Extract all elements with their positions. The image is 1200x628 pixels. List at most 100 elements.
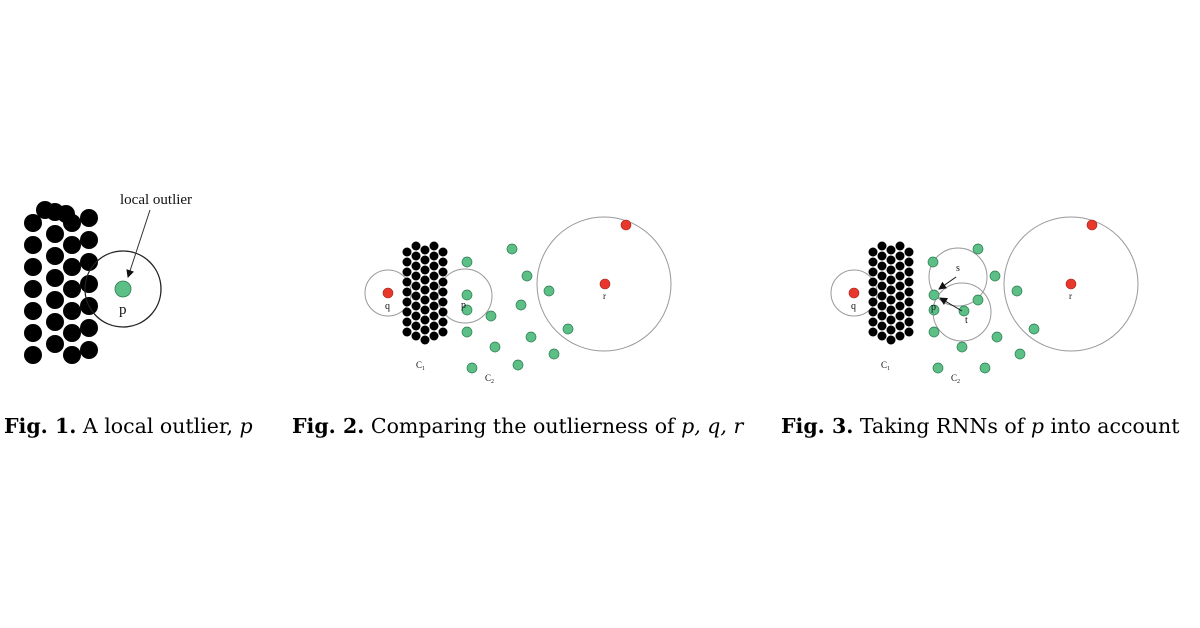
dense-point	[895, 251, 905, 261]
dense-point	[868, 307, 878, 317]
dense-point	[63, 236, 81, 254]
normal-point	[928, 326, 940, 338]
figure-3-cluster-c2	[927, 243, 1040, 374]
normal-point	[466, 362, 478, 374]
figure-1-outlier-point	[114, 280, 132, 298]
figure-1-dense-cluster	[24, 201, 98, 364]
normal-point	[461, 326, 473, 338]
figure-3-point-q	[848, 287, 860, 299]
dense-point	[886, 285, 896, 295]
normal-point	[506, 243, 518, 255]
dense-point	[895, 321, 905, 331]
figure-2-caption: Fig. 2. Comparing the outlierness of p, …	[292, 414, 744, 438]
figure-1: local outlier p	[24, 192, 192, 364]
dense-point	[46, 269, 64, 287]
dense-point	[402, 287, 412, 297]
normal-point	[932, 362, 944, 374]
dense-point	[886, 245, 896, 255]
normal-point	[461, 304, 473, 316]
normal-point	[989, 270, 1001, 282]
dense-point	[886, 325, 896, 335]
normal-point	[972, 294, 984, 306]
dense-point	[411, 261, 421, 271]
figure-2-cluster-c2	[461, 243, 574, 374]
figure-2-point-r	[599, 278, 611, 290]
dense-point	[46, 313, 64, 331]
dense-point	[46, 291, 64, 309]
dense-point	[411, 321, 421, 331]
dense-point	[886, 315, 896, 325]
dense-point	[877, 271, 887, 281]
dense-point	[411, 291, 421, 301]
dense-point	[63, 346, 81, 364]
figure-1-label-p: p	[119, 302, 127, 318]
figure-2-label-c1: C1	[416, 360, 425, 372]
dense-point	[402, 257, 412, 267]
dense-point	[895, 311, 905, 321]
dense-point	[877, 261, 887, 271]
dense-point	[904, 307, 914, 317]
dense-point	[877, 291, 887, 301]
figure-2-cluster-c1	[402, 241, 448, 345]
normal-point	[991, 331, 1003, 343]
dense-point	[24, 236, 42, 254]
dense-point	[886, 295, 896, 305]
figure-2: q p r C1 C2	[364, 216, 672, 385]
dense-point	[402, 277, 412, 287]
figure-3-point-far	[1086, 219, 1098, 231]
dense-point	[63, 324, 81, 342]
normal-point	[489, 341, 501, 353]
dense-point	[420, 295, 430, 305]
figure-3-label-p: p	[931, 302, 936, 313]
normal-point	[525, 331, 537, 343]
dense-point	[429, 331, 439, 341]
normal-point	[956, 341, 968, 353]
dense-point	[429, 251, 439, 261]
dense-point	[868, 317, 878, 327]
dense-point	[420, 335, 430, 345]
figure-2-point-q	[382, 287, 394, 299]
dense-point	[886, 265, 896, 275]
dense-point	[24, 280, 42, 298]
figure-3-cluster-c1	[868, 241, 914, 345]
dense-point	[402, 247, 412, 257]
dense-point	[80, 341, 98, 359]
dense-point	[420, 305, 430, 315]
dense-point	[429, 301, 439, 311]
normal-point	[1011, 285, 1023, 297]
dense-point	[24, 258, 42, 276]
figure-1-annotation: local outlier	[120, 192, 192, 208]
normal-point	[958, 305, 970, 317]
figure-1-annotation-arrow	[126, 209, 151, 278]
dense-point	[438, 327, 448, 337]
dense-point	[868, 257, 878, 267]
dense-point	[895, 271, 905, 281]
figure-3-label-s: s	[956, 263, 960, 274]
dense-point	[429, 241, 439, 251]
dense-point	[904, 267, 914, 277]
figure-3-label-q: q	[851, 301, 856, 312]
figure-3-label-t: t	[965, 315, 968, 326]
dense-point	[904, 287, 914, 297]
dense-point	[80, 319, 98, 337]
figure-3-label-c2: C2	[951, 373, 960, 385]
dense-point	[904, 317, 914, 327]
figure-2-label-q: q	[385, 301, 390, 312]
dense-point	[438, 287, 448, 297]
dense-point	[868, 247, 878, 257]
normal-point	[979, 362, 991, 374]
dense-point	[57, 205, 75, 223]
figure-1-caption: Fig. 1. A local outlier, p	[4, 414, 253, 438]
figure-3-arrow-s-to-p	[938, 276, 957, 290]
normal-point	[543, 285, 555, 297]
normal-point	[928, 289, 940, 301]
dense-point	[438, 297, 448, 307]
dense-point	[895, 261, 905, 271]
normal-point	[1028, 323, 1040, 335]
dense-point	[868, 287, 878, 297]
figure-3-label-r: r	[1069, 291, 1072, 301]
figure-2-label-r: r	[603, 291, 606, 301]
dense-point	[877, 251, 887, 261]
dense-point	[877, 281, 887, 291]
dense-point	[886, 335, 896, 345]
